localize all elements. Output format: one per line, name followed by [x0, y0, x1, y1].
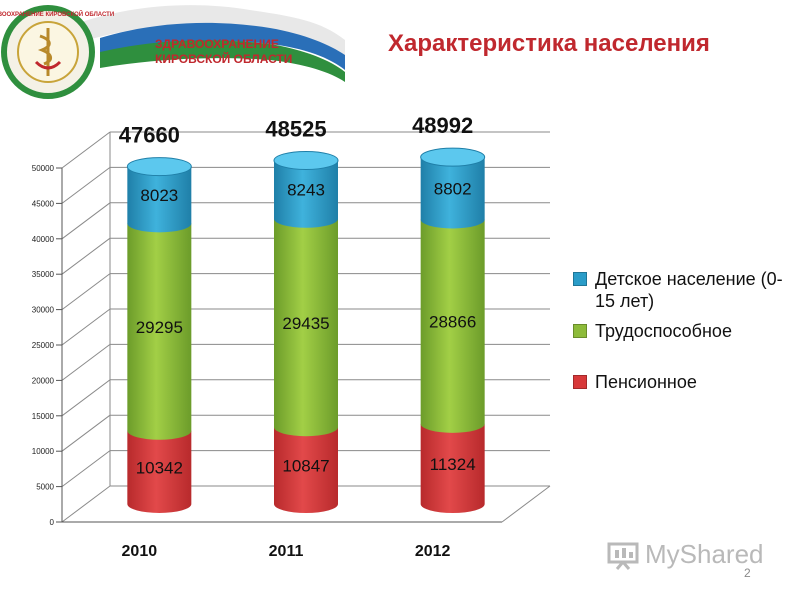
y-tick-label: 40000 [32, 235, 55, 244]
ribbon-green [100, 40, 345, 82]
gridline-depth [61, 131, 111, 169]
legend-item-pension: Пенсионное [573, 371, 697, 393]
y-tick-label: 50000 [32, 164, 55, 173]
legend-swatch-working [573, 324, 587, 338]
emblem-bowl-icon [34, 60, 62, 70]
x-tick-label: 2012 [415, 543, 451, 560]
watermark-text: MyShared [645, 538, 764, 569]
y-tick-label: 5000 [36, 483, 54, 492]
y-tick-label: 45000 [32, 199, 55, 208]
data-label: 10342 [136, 458, 183, 477]
bar-children [127, 166, 192, 233]
y-tick-label: 20000 [32, 376, 55, 385]
page-number: 2 [744, 566, 751, 580]
gridline-depth [61, 343, 111, 381]
floor-right [501, 485, 551, 523]
legend-item-working: Трудоспособное [573, 320, 732, 342]
data-label: 11324 [430, 455, 476, 474]
gridline-depth [61, 237, 111, 275]
data-label: 8023 [140, 186, 178, 205]
banner-line2: КИРОВСКОЙ ОБЛАСТИ [155, 51, 292, 66]
gridline-depth [61, 450, 111, 488]
data-label: 8802 [434, 179, 472, 198]
x-tick-label: 2011 [269, 543, 304, 560]
gridline-depth [61, 379, 111, 417]
bar-working [127, 223, 192, 440]
bar-working [420, 219, 485, 433]
data-label: 28866 [429, 313, 476, 332]
total-label: 47660 [119, 123, 180, 148]
data-label: 29295 [136, 318, 183, 337]
y-tick-label: 0 [50, 518, 55, 527]
bar-pension [127, 430, 192, 513]
watermark: MyShared [605, 538, 764, 570]
y-tick-label: 10000 [32, 447, 55, 456]
gridline-depth [61, 273, 111, 311]
x-tick-label: 2010 [122, 543, 158, 560]
bar-children [274, 160, 338, 228]
legend-item-children: Детское население (0-15 лет) [573, 268, 785, 312]
legend-label-pension: Пенсионное [595, 372, 697, 392]
emblem-text: ЗДРАВООХРАНЕНИЕ КИРОВСКОЙ ОБЛАСТИ [0, 10, 114, 18]
y-tick-label: 25000 [32, 341, 55, 350]
y-tick-label: 30000 [32, 306, 55, 315]
gridline-depth [61, 202, 111, 240]
legend-swatch-pension [573, 375, 587, 389]
gridline-depth [61, 414, 111, 452]
bar-top-cap [420, 147, 486, 167]
data-label: 8243 [287, 181, 325, 200]
bar-children [420, 157, 485, 229]
bar-pension [274, 427, 338, 513]
banner-line1: ЗДРАВООХРАНЕНИЕ [155, 37, 279, 51]
legend-label-working: Трудоспособное [595, 321, 732, 341]
y-tick-label: 15000 [32, 412, 55, 421]
bar-working [274, 218, 338, 437]
bar-top-cap [273, 150, 339, 170]
gridline-depth [61, 308, 111, 346]
ribbon-blue [100, 22, 345, 70]
gridline-depth [61, 485, 111, 523]
legend-label-children: Детское население (0-15 лет) [595, 269, 783, 311]
bar-top-cap [126, 157, 192, 177]
total-label: 48992 [412, 113, 473, 138]
presentation-board-icon [607, 542, 639, 570]
page-title: Характеристика населения [388, 30, 710, 57]
data-label: 10847 [282, 457, 329, 476]
data-label: 29435 [282, 314, 329, 333]
bar-pension [420, 423, 485, 513]
y-tick-label: 35000 [32, 270, 55, 279]
header-logo: ЗДРАВООХРАНЕНИЕ КИРОВСКОЙ ОБЛАСТИ ЗДРАВО… [0, 5, 345, 99]
gridline-depth [61, 166, 111, 204]
total-label: 48525 [265, 116, 326, 141]
ribbon-white [60, 5, 345, 60]
legend-swatch-children [573, 272, 587, 286]
